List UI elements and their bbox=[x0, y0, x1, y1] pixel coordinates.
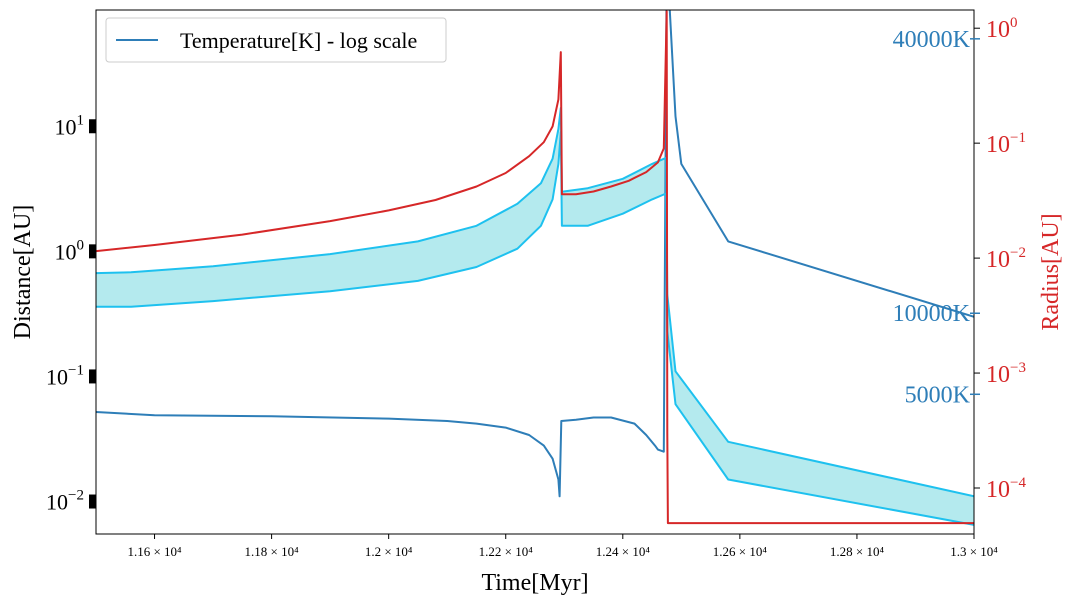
y2-tick-label-2: 10−2 bbox=[986, 245, 1026, 273]
y-tick-label-0: 101 bbox=[55, 112, 85, 139]
legend-box bbox=[105, 17, 447, 63]
x-tick-label-6: 1.28 × 10⁴ bbox=[830, 544, 885, 559]
series-line-3 bbox=[96, 10, 974, 525]
y-tick-label-1: 100 bbox=[55, 237, 85, 264]
y-axis-left: 101 100 10−1 10−2 bbox=[46, 112, 96, 515]
temperature-label-2: 5000K bbox=[905, 382, 971, 408]
x-tick-label-0: 1.16 × 10⁴ bbox=[127, 544, 182, 559]
y-axis-right: 100 10−1 10−2 10−3 10−4 bbox=[974, 15, 1026, 503]
y-tick-mark-3 bbox=[89, 494, 96, 509]
temperature-label-1: 10000K bbox=[893, 301, 971, 327]
x-tick-label-1: 1.18 × 10⁴ bbox=[245, 544, 300, 559]
x-tick-label-2: 1.2 × 10⁴ bbox=[365, 544, 413, 559]
y-tick-mark-2 bbox=[89, 369, 96, 384]
x-tick-label-3: 1.22 × 10⁴ bbox=[479, 544, 534, 559]
y2-tick-label-4: 10−4 bbox=[986, 475, 1026, 503]
y2-tick-label-3: 10−3 bbox=[986, 360, 1026, 388]
x-axis-title: Time[Myr] bbox=[481, 570, 588, 596]
x-tick-label-4: 1.24 × 10⁴ bbox=[596, 544, 651, 559]
y2-tick-label-0: 100 bbox=[986, 15, 1018, 43]
y2-tick-label-1: 10−1 bbox=[986, 130, 1026, 158]
y2-axis-title: Radius[AU] bbox=[1038, 213, 1064, 330]
y-tick-mark-1 bbox=[89, 244, 96, 259]
y-axis-title: Distance[AU] bbox=[10, 205, 36, 340]
temperature-labels: 40000K 10000K 5000K bbox=[893, 27, 980, 408]
x-tick-label-5: 1.26 × 10⁴ bbox=[713, 544, 768, 559]
y-tick-label-3: 10−2 bbox=[46, 488, 84, 515]
legend: Temperature[K] - log scale bbox=[105, 17, 447, 63]
y-tick-label-2: 10−1 bbox=[46, 362, 84, 389]
plot-area bbox=[96, 10, 974, 526]
x-axis: 1.16 × 10⁴ 1.18 × 10⁴ 1.2 × 10⁴ 1.22 × 10⁴ 1… bbox=[127, 534, 998, 559]
plot-frame bbox=[95, 9, 975, 535]
envelope-band bbox=[96, 108, 974, 525]
y-tick-mark-0 bbox=[89, 119, 96, 134]
legend-label-temperature: Temperature[K] - log scale bbox=[180, 28, 417, 53]
x-tick-label-7: 1.3 × 10⁴ bbox=[950, 544, 998, 559]
series-line-0 bbox=[96, 10, 974, 498]
temperature-label-0: 40000K bbox=[893, 27, 971, 53]
